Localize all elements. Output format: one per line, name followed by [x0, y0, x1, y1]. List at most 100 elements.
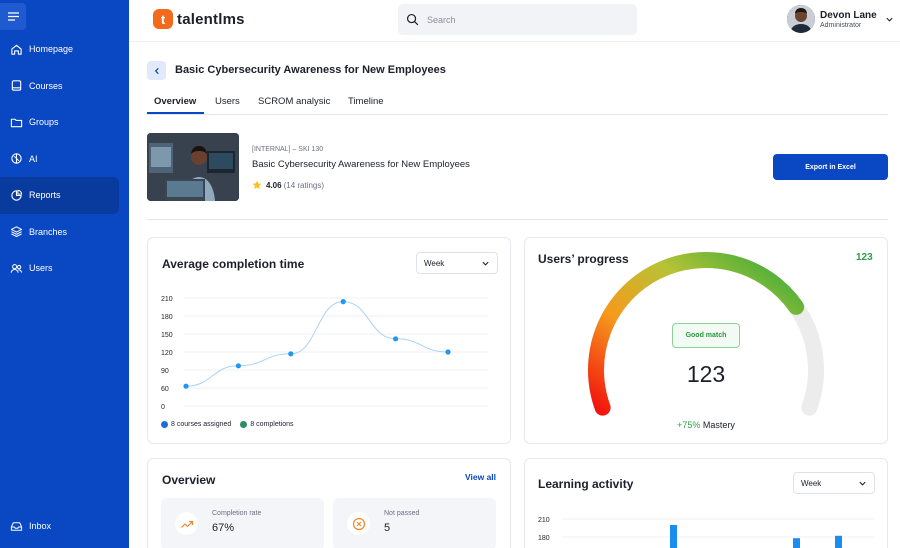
- sidebar-item-label: Reports: [29, 190, 61, 201]
- user-menu[interactable]: Devon Lane Administrator: [787, 5, 894, 33]
- users-icon: [10, 263, 23, 273]
- legend-dot: [161, 421, 168, 428]
- sidebar-item-courses[interactable]: Courses: [0, 68, 129, 105]
- tab-overview[interactable]: Overview: [154, 96, 197, 107]
- sidebar-item-label: AI: [29, 153, 38, 164]
- gauge-value: 123: [686, 361, 726, 387]
- overview-card: Overview View all Completion rate 67% No…: [147, 458, 511, 548]
- chevron-down-icon: [482, 261, 489, 266]
- user-avatar-image: [787, 5, 815, 33]
- tab-timeline[interactable]: Timeline: [348, 96, 384, 107]
- avg-completion-card: Average completion time Week 210 180 150 12…: [147, 237, 511, 444]
- top-header: t talentlms Devon Lane Administrator: [129, 0, 900, 42]
- chevron-down-icon[interactable]: [885, 15, 894, 24]
- y-tick-label: 210: [538, 517, 550, 524]
- sidebar-nav: Homepage Courses Groups AI Reports Branc…: [0, 31, 129, 287]
- y-tick-label: 180: [538, 535, 550, 542]
- data-point[interactable]: [235, 363, 241, 369]
- y-tick-label: 120: [161, 350, 173, 357]
- mastery-percent: +75%: [677, 420, 701, 430]
- legend-label: 8 completions: [250, 421, 294, 428]
- course-name: Basic Cybersecurity Awareness for New Em…: [252, 159, 470, 170]
- inbox-icon: [10, 521, 23, 531]
- data-point[interactable]: [393, 336, 399, 342]
- legend-label: 8 courses assigned: [171, 421, 232, 428]
- y-tick-label: 150: [161, 332, 173, 339]
- tab-users[interactable]: Users: [215, 96, 240, 107]
- stat-not-passed: Not passed 5: [333, 498, 496, 548]
- series-line: [185, 301, 449, 387]
- back-button[interactable]: [147, 61, 166, 80]
- activity-bar[interactable]: [835, 535, 842, 548]
- logo-mark-icon: t: [153, 9, 173, 29]
- section-divider: [147, 219, 888, 220]
- activity-bar[interactable]: [793, 538, 800, 548]
- search-input[interactable]: [427, 14, 617, 25]
- sidebar-item-homepage[interactable]: Homepage: [0, 31, 129, 68]
- sidebar-item-label: Branches: [29, 226, 68, 237]
- chevron-down-icon: [859, 481, 866, 486]
- y-tick-label: 60: [161, 386, 169, 393]
- users-progress-card: Users’ progress 123 Good match 123 +75% …: [524, 237, 888, 444]
- sidebar-item-users[interactable]: Users: [0, 250, 129, 287]
- period-value: Week: [424, 258, 445, 268]
- users-progress-count: 123: [856, 252, 873, 263]
- learning-activity-period-select[interactable]: Week: [793, 472, 875, 494]
- activity-bar[interactable]: [670, 525, 677, 548]
- avg-completion-period-select[interactable]: Week: [416, 252, 498, 274]
- mastery-label: Mastery: [702, 420, 735, 430]
- hamburger-icon: [7, 12, 19, 21]
- avatar[interactable]: [787, 5, 815, 33]
- export-excel-button[interactable]: Export in Excel: [773, 154, 888, 180]
- star-icon: [252, 180, 262, 189]
- menu-toggle-button[interactable]: [0, 3, 26, 30]
- users-progress-title: Users’ progress: [538, 252, 629, 266]
- brand-name: talentlms: [177, 10, 245, 28]
- sidebar-item-inbox[interactable]: Inbox: [0, 516, 129, 536]
- sidebar-item-groups[interactable]: Groups: [0, 104, 129, 141]
- sidebar-item-reports[interactable]: Reports: [0, 177, 119, 214]
- overview-title: Overview: [162, 473, 216, 487]
- data-point[interactable]: [183, 383, 189, 389]
- gauge-fill: [588, 252, 805, 416]
- sidebar-item-ai[interactable]: AI: [0, 141, 129, 178]
- active-tab-indicator: [147, 112, 204, 114]
- home-icon: [11, 44, 22, 55]
- ai-icon: [11, 153, 22, 164]
- data-point[interactable]: [340, 299, 346, 305]
- stat-value: 67%: [212, 522, 235, 534]
- stat-value: 5: [384, 522, 391, 534]
- brand-logo[interactable]: t talentlms: [153, 9, 245, 29]
- sidebar: Homepage Courses Groups AI Reports Branc…: [0, 0, 129, 548]
- sidebar-item-branches[interactable]: Branches: [0, 214, 129, 251]
- avg-completion-title: Average completion time: [162, 257, 305, 271]
- course-thumbnail: [147, 133, 239, 201]
- data-point[interactable]: [288, 351, 294, 357]
- layers-icon: [10, 226, 23, 238]
- search-box[interactable]: [398, 4, 637, 35]
- legend-item-completions: 8 completions: [240, 421, 294, 428]
- stat-completion-rate: Completion rate 67%: [161, 498, 324, 548]
- stat-label: Not passed: [384, 510, 420, 517]
- stat-icon-wrap: [175, 512, 198, 535]
- rating-value: 4.06: [266, 180, 282, 190]
- tab-bar: Overview Users SCROM analysic Timeline: [147, 88, 888, 115]
- user-role: Administrator: [820, 21, 862, 29]
- page-title: Basic Cybersecurity Awareness for New Em…: [175, 64, 446, 76]
- data-point[interactable]: [445, 349, 451, 355]
- chart-legend: 8 courses assigned 8 completions: [161, 421, 303, 428]
- legend-item-courses-assigned: 8 courses assigned: [161, 421, 231, 428]
- users-progress-gauge: [588, 252, 824, 416]
- y-tick-label: 210: [161, 296, 173, 303]
- period-value: Week: [801, 478, 822, 488]
- legend-dot: [240, 421, 248, 428]
- view-all-link[interactable]: View all: [465, 472, 497, 482]
- rating-count: (14 ratings): [283, 180, 325, 190]
- pie-chart-icon: [11, 189, 23, 201]
- learning-activity-card: Learning activity Week 210 180: [524, 458, 888, 548]
- y-tick-label: 180: [161, 314, 173, 321]
- x-circle-icon: [352, 517, 365, 530]
- tab-scrom-analysic[interactable]: SCROM analysic: [258, 96, 331, 107]
- folder-icon: [10, 118, 23, 127]
- courses-icon: [11, 80, 22, 91]
